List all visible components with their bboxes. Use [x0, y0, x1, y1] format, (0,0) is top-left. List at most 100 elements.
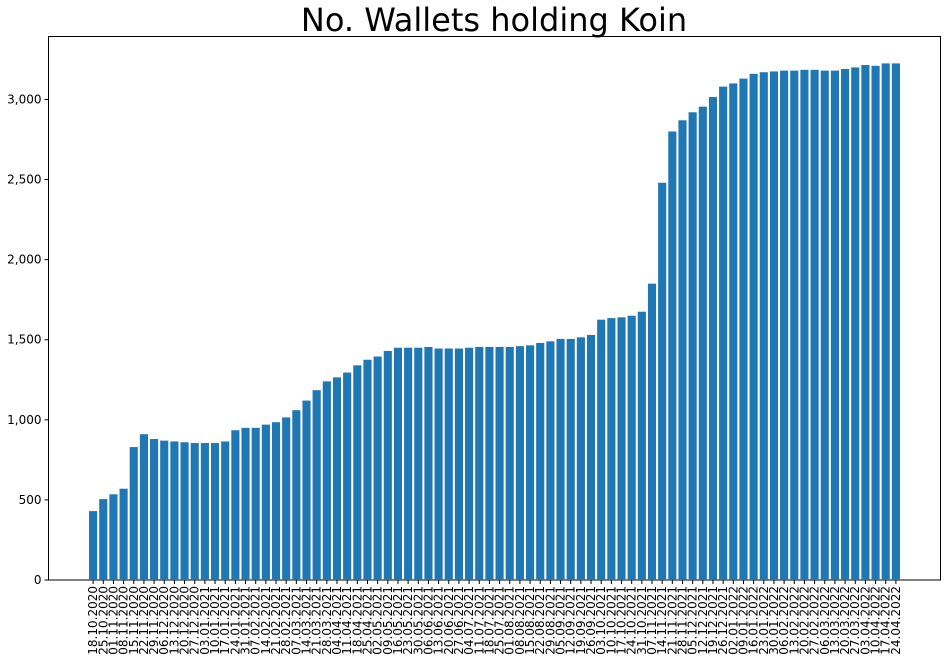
bar — [261, 424, 270, 580]
bar — [505, 346, 514, 580]
bar — [109, 494, 118, 580]
bar — [332, 377, 342, 580]
x-tick-label: 27.12.2020 — [188, 586, 202, 655]
x-tick-label: 31.10.2021 — [635, 586, 649, 655]
x-tick-label: 20.02.2022 — [797, 586, 811, 655]
bar — [607, 318, 616, 580]
bar — [322, 381, 331, 580]
x-tick-label: 06.03.2022 — [818, 586, 832, 655]
x-tick-label: 17.04.2022 — [879, 586, 893, 655]
bar — [150, 439, 159, 580]
bar — [119, 488, 128, 580]
bar — [444, 348, 453, 580]
x-tick-label: 13.03.2022 — [828, 586, 842, 655]
bar — [404, 347, 413, 580]
x-tick-label: 14.02.2021 — [259, 586, 273, 655]
x-tick-label: 10.04.2022 — [869, 586, 883, 655]
x-tick-label: 16.01.2022 — [747, 586, 761, 655]
y-tick-label: 1,500 — [7, 333, 41, 347]
y-tick-label: 2,500 — [7, 173, 41, 187]
bar — [454, 348, 463, 580]
x-tick-label: 26.09.2021 — [584, 586, 598, 655]
x-tick-label: 12.12.2021 — [696, 586, 710, 655]
bar — [800, 69, 809, 581]
x-tick-label: 21.02.2021 — [269, 586, 283, 655]
x-tick-label: 05.09.2021 — [554, 586, 568, 655]
x-tick-label: 24.04.2022 — [889, 586, 903, 655]
bar — [475, 346, 484, 580]
bar — [515, 346, 524, 580]
bar — [576, 337, 585, 580]
bar — [719, 86, 728, 580]
bar — [180, 442, 189, 580]
x-tick-label: 10.01.2021 — [208, 586, 222, 655]
bar — [373, 356, 382, 580]
x-tick-label: 06.12.2020 — [157, 586, 171, 655]
x-tick-label: 06.06.2021 — [421, 586, 435, 655]
x-tick-label: 01.11.2020 — [106, 586, 120, 655]
x-tick-label: 11.04.2021 — [340, 586, 354, 655]
bar — [312, 390, 321, 580]
bar — [739, 78, 748, 581]
x-tick-label: 27.06.2021 — [452, 586, 466, 655]
bar — [393, 347, 403, 580]
x-tick-label: 16.05.2021 — [391, 586, 405, 655]
bar — [790, 70, 799, 580]
x-tick-label: 14.11.2021 — [655, 586, 669, 655]
x-tick-label: 22.08.2021 — [533, 586, 547, 655]
x-tick-label: 18.07.2021 — [482, 586, 496, 655]
bar — [830, 70, 839, 580]
bar — [363, 359, 372, 580]
bar — [495, 346, 504, 580]
x-tick-label: 24.01.2021 — [228, 586, 242, 655]
bar — [556, 338, 565, 580]
bar — [353, 365, 362, 580]
x-tick-label: 28.02.2021 — [279, 586, 293, 655]
bar — [241, 427, 250, 580]
bar — [383, 350, 392, 580]
bar — [658, 182, 667, 580]
x-tick-label: 25.04.2021 — [360, 586, 374, 655]
y-tick-label: 2,000 — [7, 253, 41, 267]
x-tick-label: 28.03.2021 — [320, 586, 334, 655]
chart-title: No. Wallets holding Koin — [301, 1, 687, 39]
x-tick-label: 30.01.2022 — [767, 586, 781, 655]
x-tick-label: 09.05.2021 — [381, 586, 395, 655]
bar — [566, 338, 575, 580]
bar — [546, 341, 555, 580]
x-tick-label: 01.08.2021 — [503, 586, 517, 655]
bar — [841, 69, 850, 581]
bar — [780, 70, 789, 580]
x-tick-label: 06.02.2022 — [777, 586, 791, 655]
bar — [231, 430, 240, 580]
bar — [881, 63, 890, 580]
bar — [698, 106, 707, 580]
x-tick-label: 05.12.2021 — [686, 586, 700, 655]
bar — [769, 71, 779, 581]
bar — [89, 511, 98, 580]
x-tick-label: 21.11.2021 — [665, 586, 679, 655]
bar — [851, 67, 860, 580]
bar — [271, 422, 281, 580]
x-tick-label: 11.07.2021 — [472, 586, 486, 655]
x-tick-label: 03.01.2021 — [198, 586, 212, 655]
x-tick-label: 27.03.2022 — [848, 586, 862, 655]
x-tick-label: 07.11.2021 — [645, 586, 659, 655]
y-tick-label: 3,000 — [7, 92, 41, 106]
x-tick-label: 26.12.2021 — [716, 586, 730, 655]
bar — [99, 499, 108, 580]
x-tick-label: 20.03.2022 — [838, 586, 852, 655]
x-tick-label: 17.01.2021 — [218, 586, 232, 655]
x-tick-label: 22.11.2020 — [137, 586, 151, 655]
x-tick-label: 09.01.2022 — [736, 586, 750, 655]
bar — [810, 69, 819, 581]
bar — [424, 346, 433, 580]
bar — [678, 120, 687, 580]
x-tick-label: 29.08.2021 — [543, 586, 557, 655]
y-tick-label: 500 — [19, 493, 42, 507]
x-tick-label: 15.08.2021 — [523, 586, 537, 655]
x-tick-label: 24.10.2021 — [625, 586, 639, 655]
x-tick-label: 31.01.2021 — [239, 586, 253, 655]
x-tick-label: 21.03.2021 — [310, 586, 324, 655]
